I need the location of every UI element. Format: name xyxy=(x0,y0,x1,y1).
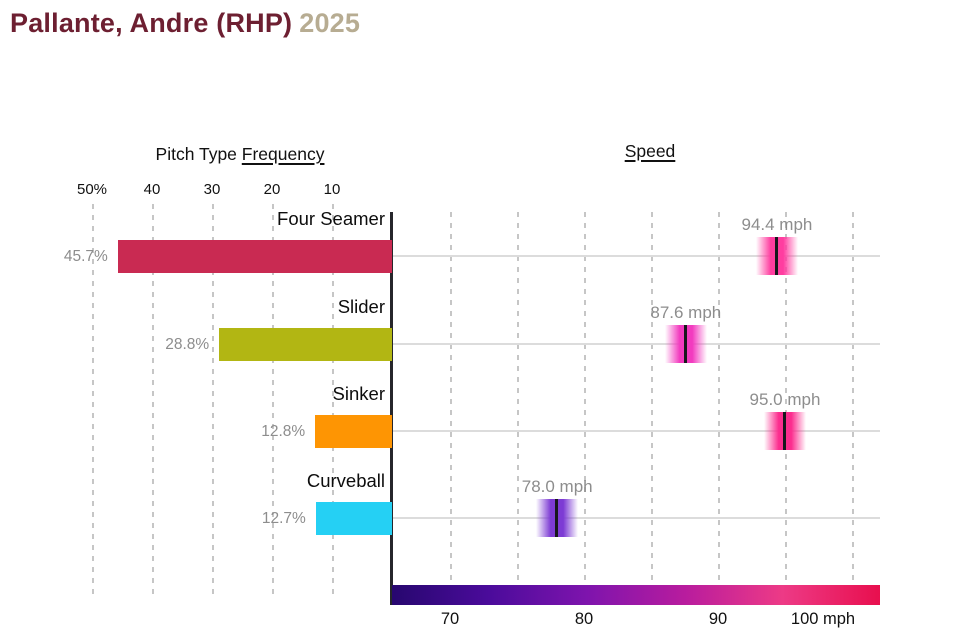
row-gridline xyxy=(393,430,880,432)
speed-colorbar xyxy=(392,585,880,605)
gridline xyxy=(584,212,586,583)
gridline xyxy=(272,204,274,600)
speed-axis-tick: 70 xyxy=(440,610,460,628)
frequency-chart-title: Pitch Type Frequency xyxy=(90,144,390,165)
frequency-value: 12.8% xyxy=(261,423,306,440)
pitch-row: Four Seamer 45.7% 94.4 mph xyxy=(0,208,960,296)
frequency-chart-title-plain: Pitch Type xyxy=(155,144,237,164)
speed-marker-line xyxy=(555,499,559,537)
pitch-name: Four Seamer xyxy=(277,208,385,229)
speed-marker-line xyxy=(683,325,687,363)
speed-value: 78.0 mph xyxy=(521,477,593,496)
frequency-axis-tick: 40 xyxy=(143,181,161,198)
speed-marker xyxy=(755,237,798,275)
speed-axis-tick: 80 xyxy=(574,610,594,628)
gridline xyxy=(517,212,519,583)
player-name: Pallante, Andre (RHP) xyxy=(10,8,293,38)
gridline xyxy=(450,212,452,583)
gridline xyxy=(718,212,720,583)
frequency-bar xyxy=(315,415,392,448)
gridline xyxy=(651,212,653,583)
gridline xyxy=(92,204,94,600)
frequency-value: 45.7% xyxy=(63,248,108,265)
gridline xyxy=(852,212,854,583)
gridline xyxy=(152,204,154,600)
row-gridline xyxy=(393,343,880,345)
gridline xyxy=(785,212,787,583)
page-title: Pallante, Andre (RHP) 2025 xyxy=(10,8,360,39)
pitch-name: Slider xyxy=(337,296,385,317)
frequency-axis-tick: 20 xyxy=(263,181,281,198)
speed-marker-line xyxy=(774,237,778,275)
y-axis-line xyxy=(390,212,393,605)
pitch-row: Curveball 12.7% 78.0 mph xyxy=(0,470,960,558)
speed-marker xyxy=(664,325,707,363)
speed-value: 95.0 mph xyxy=(749,390,821,409)
row-gridline xyxy=(393,255,880,257)
season-label: 2025 xyxy=(299,8,361,38)
speed-value: 87.6 mph xyxy=(650,303,722,322)
speed-value: 94.4 mph xyxy=(741,215,813,234)
pitch-name: Curveball xyxy=(306,470,385,491)
row-gridline xyxy=(393,517,880,519)
frequency-axis-tick: 50% xyxy=(76,181,108,198)
frequency-value: 28.8% xyxy=(165,336,210,353)
frequency-bar xyxy=(117,240,392,273)
speed-chart-title: Speed xyxy=(624,141,676,161)
gridline xyxy=(332,204,334,600)
frequency-chart-title-underlined: Frequency xyxy=(241,144,325,164)
speed-marker xyxy=(764,412,806,450)
pitch-row: Sinker 12.8% 95.0 mph xyxy=(0,383,960,471)
speed-marker-line xyxy=(783,412,786,450)
frequency-axis-tick: 10 xyxy=(323,181,341,198)
pitch-name: Sinker xyxy=(332,383,385,404)
speed-axis-tick: 100 mph xyxy=(790,610,856,628)
speed-marker xyxy=(536,499,579,537)
pitch-row: Slider 28.8% 87.6 mph xyxy=(0,296,960,384)
frequency-bar xyxy=(219,328,392,361)
frequency-bar xyxy=(315,502,392,535)
frequency-axis-tick: 30 xyxy=(203,181,221,198)
frequency-value: 12.7% xyxy=(261,510,306,527)
gridline xyxy=(212,204,214,600)
speed-axis-tick: 90 xyxy=(708,610,728,628)
